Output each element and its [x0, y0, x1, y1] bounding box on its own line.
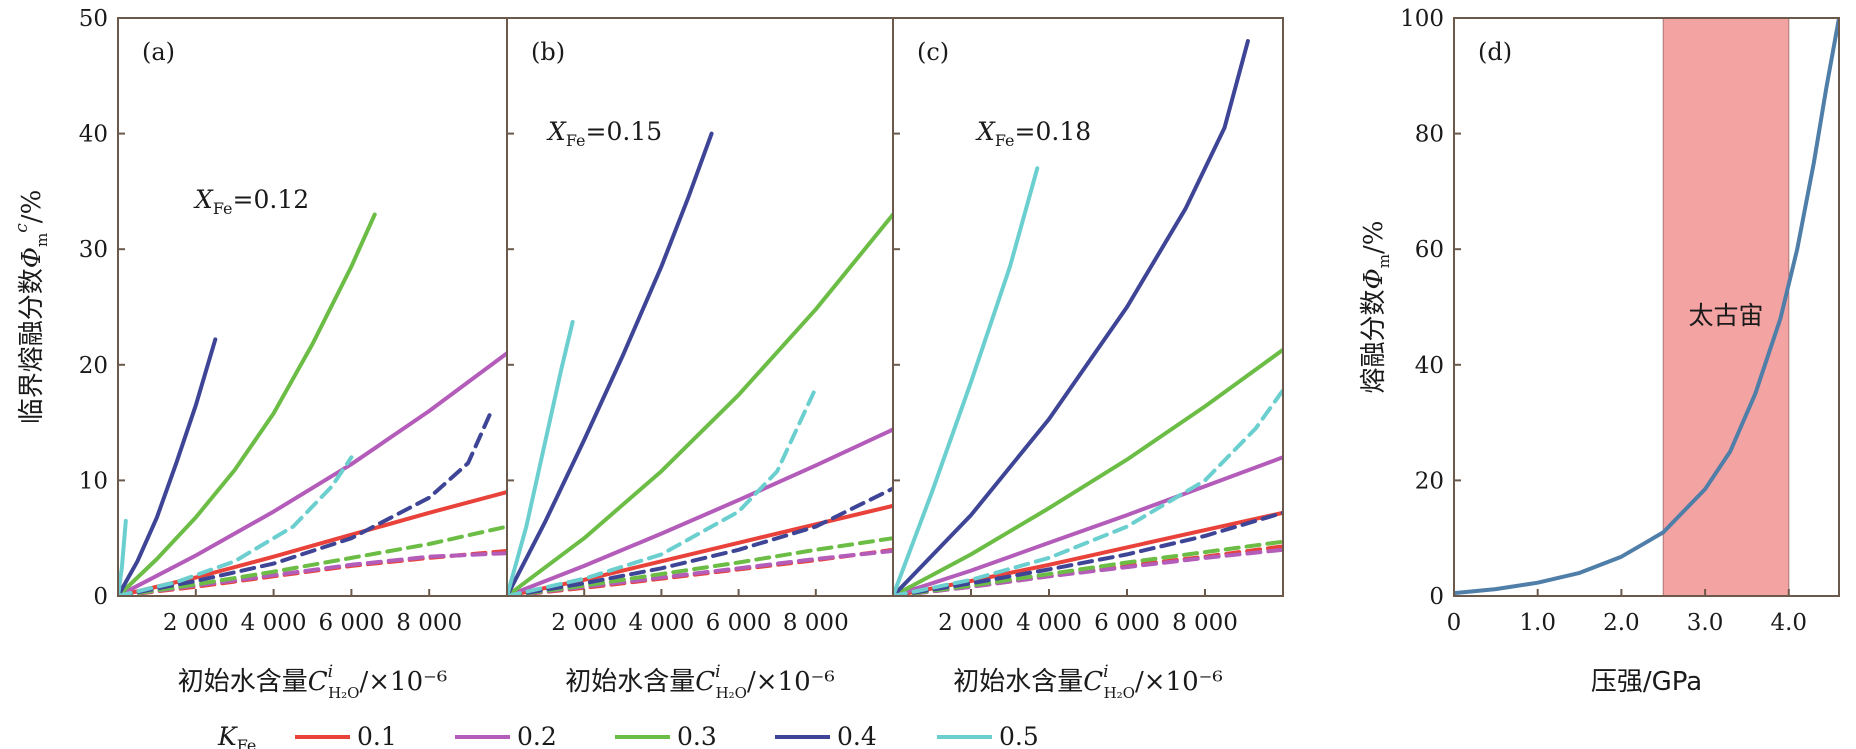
series-line-k05-solid	[507, 320, 575, 596]
series-line-k01-dashed	[118, 548, 507, 596]
x-tick-label: 8 000	[783, 610, 849, 636]
legend-label-0.2: 0.2	[517, 722, 557, 749]
x-axis-label: 初始水含量Ci H₂O/×10⁻⁶	[953, 662, 1223, 702]
x-tick-label: 4 000	[241, 610, 307, 636]
x-tick-label: 8 000	[396, 610, 462, 636]
series-group	[507, 131, 893, 596]
y-tick-label: 20	[79, 353, 108, 379]
series-line-k05-dashed	[893, 388, 1283, 596]
panel-b: 2 000 4 000 6 000 8 000 (b) XFe=0.15 初始水含量Ci H₂…	[506, 17, 894, 702]
x-tick-label: 4.0	[1770, 610, 1807, 636]
xfe-annotation: XFe=0.15	[546, 117, 662, 150]
plot-frame	[1453, 17, 1840, 597]
y-tick-label: 20	[1415, 468, 1444, 494]
xfe-annotation: XFe=0.18	[975, 117, 1091, 150]
series-line-k03-dashed	[507, 536, 893, 596]
series-line-k02-solid	[893, 455, 1283, 596]
series-line-k03-dashed	[893, 539, 1283, 596]
series-line-k04-dashed	[893, 510, 1283, 596]
panel-label: (d)	[1478, 38, 1512, 66]
y-axis-label: 熔融分数Φm/%	[1359, 220, 1393, 393]
panel-label: (a)	[142, 38, 175, 66]
xfe-annotation: XFe=0.12	[193, 185, 309, 218]
y-tick-label: 30	[79, 237, 108, 263]
y-tick-label: 50	[79, 6, 108, 32]
y-tick-label: 0	[93, 584, 108, 610]
y-tick-label: 100	[1400, 6, 1444, 32]
series-group	[118, 212, 507, 596]
x-tick-label: 1.0	[1519, 610, 1556, 636]
series-line-k02-solid	[507, 427, 893, 596]
series-line-k02-solid	[118, 351, 507, 596]
x-tick-label: 6 000	[706, 610, 772, 636]
panel-label: (b)	[531, 38, 565, 66]
legend: KFe 0.1 0.2 0.3 0.4 0.5	[217, 722, 1039, 749]
legend-label-0.3: 0.3	[677, 722, 717, 749]
x-tick-label: 4 000	[628, 610, 694, 636]
series-line-k04-dashed	[118, 409, 494, 596]
series-line-k05-dashed	[118, 455, 354, 596]
y-axis-label: 临界熔融分数Φmc/%	[12, 190, 51, 425]
legend-label-0.5: 0.5	[999, 722, 1039, 749]
x-tick-label: 6 000	[1094, 610, 1160, 636]
x-axis-label: 初始水含量Ci H₂O/×10⁻⁶	[178, 662, 448, 702]
x-tick-label: 0	[1447, 610, 1462, 636]
panel-c: 2 000 4 000 6 000 8 000 (c) XFe=0.18 初始水含量Ci H₂…	[892, 17, 1284, 702]
series-line-k04-solid	[118, 337, 218, 596]
x-axis-label: 压强/GPa	[1591, 667, 1702, 697]
x-tick-label: 2.0	[1603, 610, 1640, 636]
x-tick-label: 2 000	[938, 610, 1004, 636]
series-line-k04-dashed	[507, 486, 893, 596]
x-axis-label: 初始水含量Ci H₂O/×10⁻⁶	[565, 662, 835, 702]
series-group	[1454, 18, 1839, 596]
plot-frame	[506, 17, 894, 597]
y-tick-label: 10	[79, 468, 108, 494]
plot-frame	[892, 17, 1284, 597]
y-tick-label: 40	[1415, 353, 1444, 379]
series-line-k02-dashed	[118, 551, 507, 596]
y-tick-label: 60	[1415, 237, 1444, 263]
x-tick-label: 8 000	[1172, 610, 1238, 636]
y-tick-label: 40	[79, 122, 108, 148]
series-line-k05-dashed	[507, 385, 818, 596]
y-tick-label: 0	[1429, 584, 1444, 610]
series-line-k04-solid	[507, 131, 714, 596]
legend-title: KFe	[217, 722, 256, 749]
series-line-k04-solid	[893, 39, 1250, 596]
y-tick-label: 80	[1415, 122, 1444, 148]
x-tick-label: 2 000	[163, 610, 229, 636]
series-line-k03-solid	[893, 347, 1283, 596]
series-line-curve	[1454, 18, 1839, 596]
legend-label-0.1: 0.1	[357, 722, 397, 749]
legend-label-0.4: 0.4	[837, 722, 877, 749]
series-group	[893, 39, 1283, 596]
shaded-region-label: 太古宙	[1689, 301, 1764, 330]
panel-a: 2 000 4 000 6 000 8 000 0 10 20 30 40 50 (a) XFe=0.…	[12, 6, 508, 702]
shaded-region	[1662, 17, 1790, 597]
x-tick-label: 4 000	[1016, 610, 1082, 636]
panel-d: 太古宙 0 1.0 2.0 3.0 4.0 0 20 40 60 80 100 (d) 压强/GPa 熔融分…	[1359, 6, 1840, 697]
series-line-k03-solid	[118, 212, 377, 596]
series-line-k03-solid	[507, 212, 893, 596]
series-line-k03-dashed	[118, 524, 507, 596]
x-tick-label: 3.0	[1687, 610, 1724, 636]
x-tick-label: 6 000	[318, 610, 384, 636]
panel-label: (c)	[917, 38, 949, 66]
x-tick-label: 2 000	[551, 610, 617, 636]
series-line-k05-solid	[118, 518, 128, 596]
series-line-k05-solid	[893, 166, 1040, 596]
